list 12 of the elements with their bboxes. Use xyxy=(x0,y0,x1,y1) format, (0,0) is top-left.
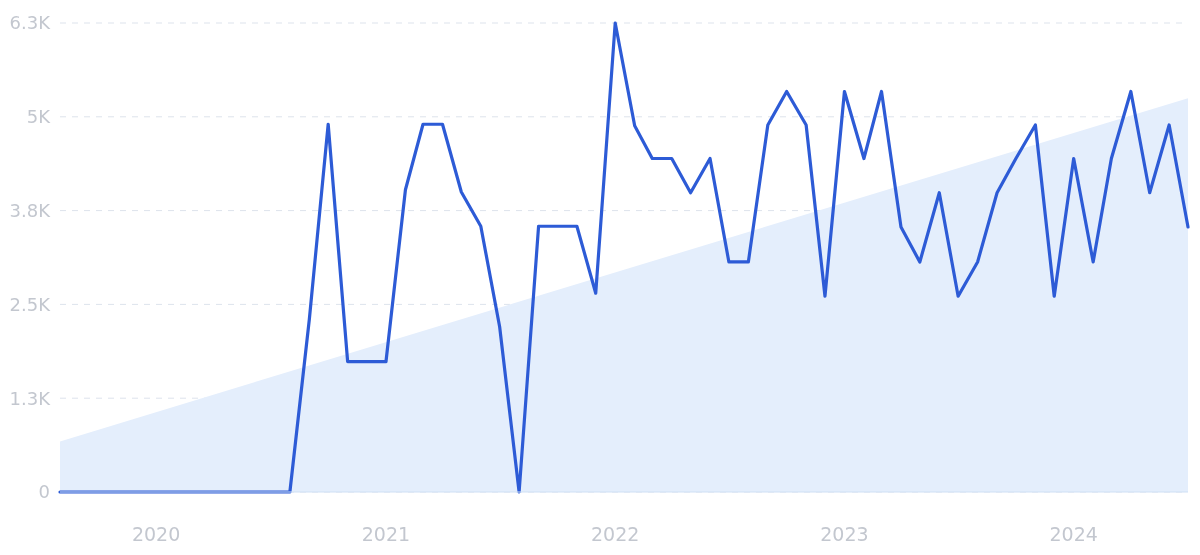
y-tick-label: 3.8K xyxy=(9,199,52,221)
x-tick-label: 2024 xyxy=(1049,523,1098,545)
y-tick-label: 6.3K xyxy=(9,12,52,34)
x-tick-label: 2022 xyxy=(591,523,640,545)
x-tick-label: 2023 xyxy=(820,523,869,545)
y-tick-label: 1.3K xyxy=(9,387,52,409)
y-tick-label: 5K xyxy=(26,106,52,128)
line-series xyxy=(58,21,1190,494)
x-tick-label: 2020 xyxy=(131,523,181,545)
y-tick-label: 2.5K xyxy=(9,293,52,315)
y-tick-label: 0 xyxy=(38,481,50,503)
x-tick-label: 2021 xyxy=(361,523,411,545)
